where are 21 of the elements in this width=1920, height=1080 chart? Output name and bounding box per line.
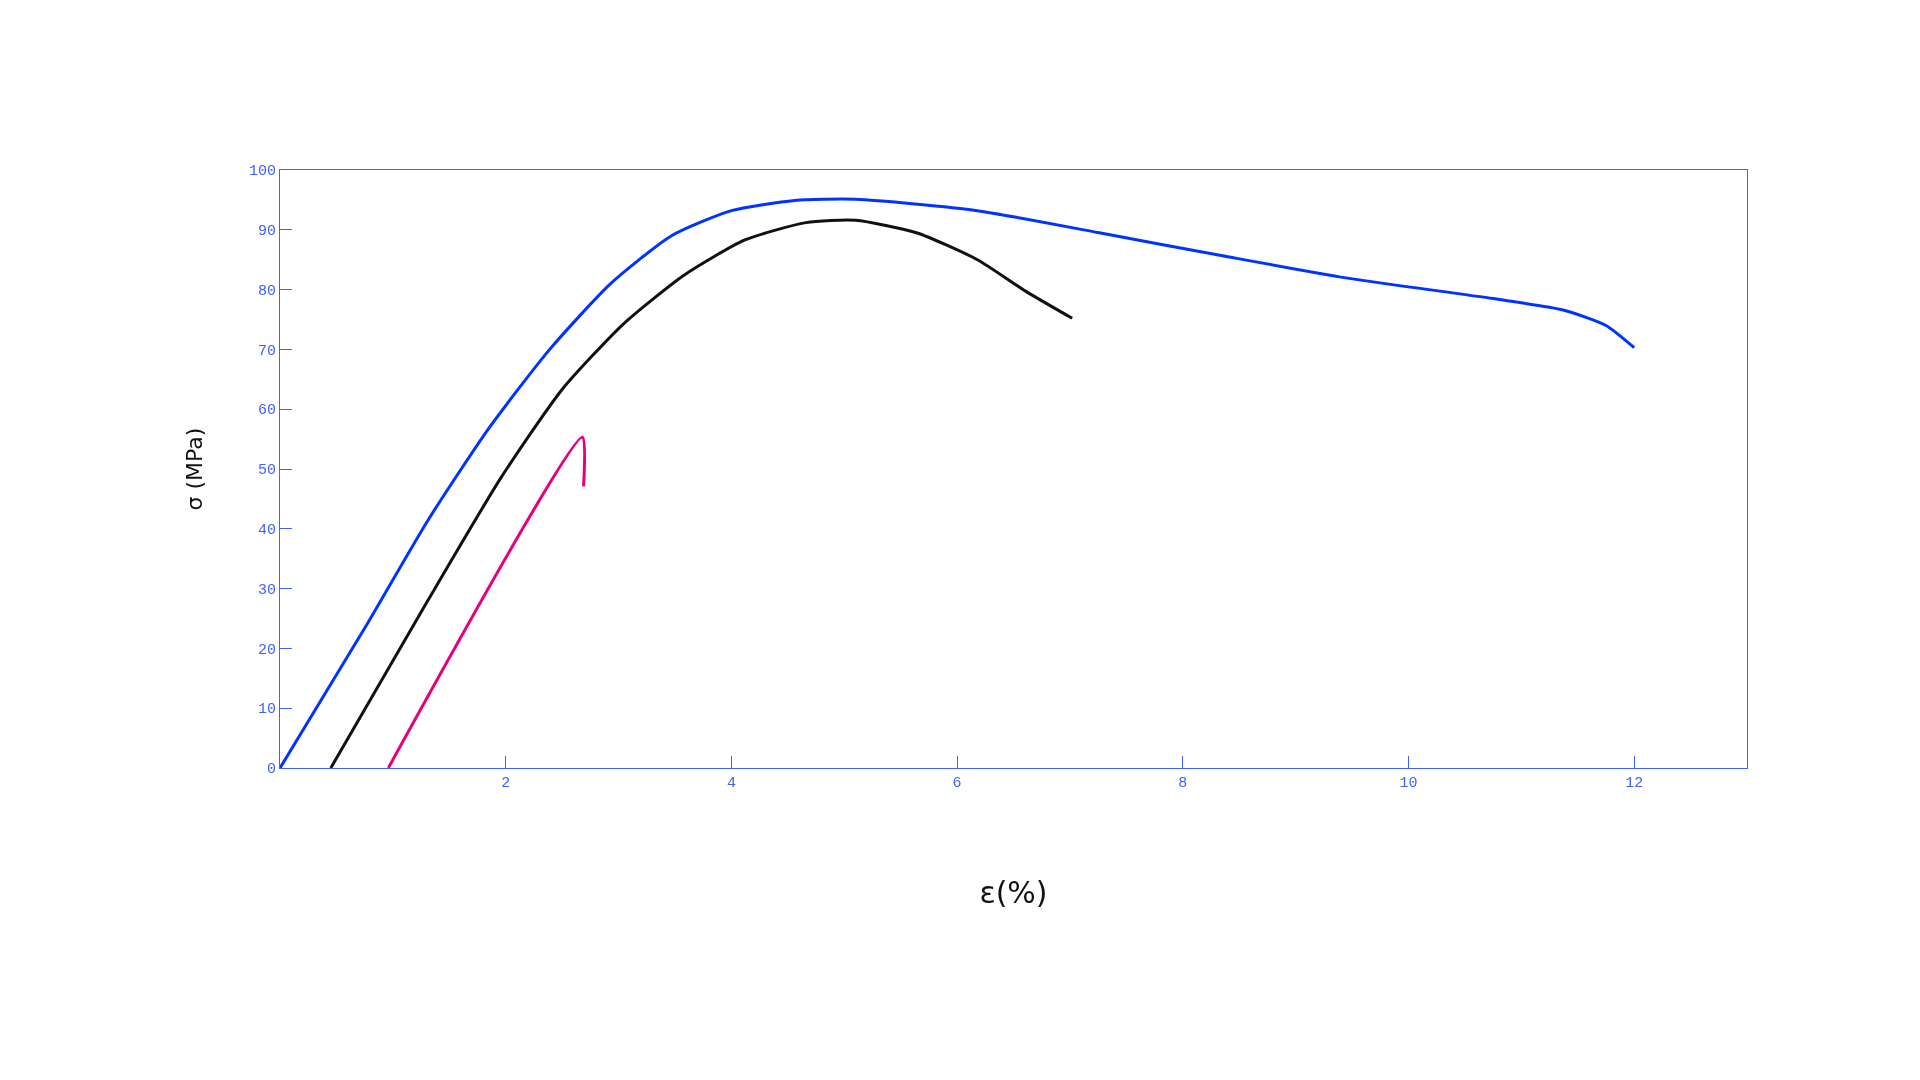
y-tick-label: 90 [257,223,276,241]
line-series [329,218,1074,768]
y-tick-label: 40 [257,522,276,540]
x-tick-label: 6 [952,775,962,792]
y-tick-label: 100 [248,163,276,181]
x-tick-label: 8 [1178,775,1188,792]
x-tick-label: 2 [501,775,511,792]
y-tick-label: 60 [257,402,276,420]
x-tick-label: 10 [1399,775,1418,792]
y-axis-title: σ (MPa) [181,427,207,511]
line-series [280,197,1636,768]
x-tick-label: 4 [726,775,736,792]
x-axis-title: ε(%) [979,874,1048,910]
y-tick-label: 80 [257,282,276,300]
y-tick-label: 50 [257,462,276,480]
y-tick-label: 30 [257,581,276,599]
y-tick-label: 10 [257,701,276,719]
y-tick-label: 20 [257,641,276,659]
y-tick-label: 70 [257,342,276,360]
x-tick-label: 12 [1625,775,1644,792]
y-tick-label: 0 [266,761,276,779]
